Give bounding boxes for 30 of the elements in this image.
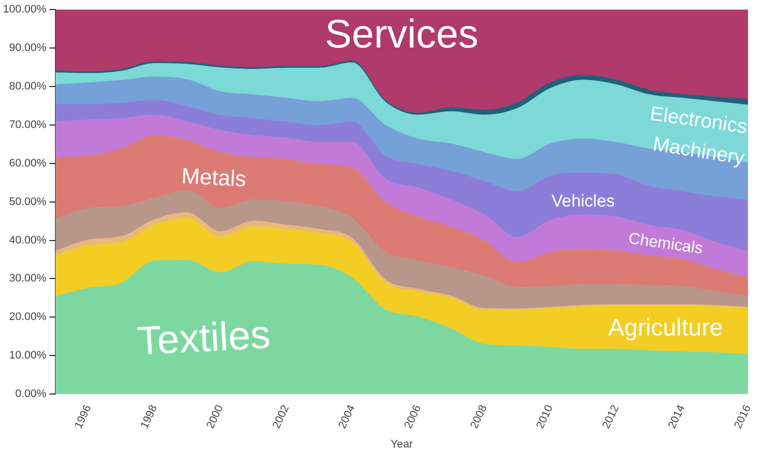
x-tick-label: 2016	[732, 403, 754, 431]
series-label: Chemicals	[627, 230, 704, 258]
series-label: Textiles	[136, 312, 272, 364]
y-tick-label: 30.00%	[9, 272, 47, 285]
y-tick-label: 60.00%	[9, 157, 47, 170]
x-tick-label: 2014	[666, 403, 688, 431]
y-tick-label: 40.00%	[9, 234, 47, 246]
x-axis-title: Year	[390, 438, 414, 450]
x-tick-label: 2002	[270, 403, 292, 431]
series-label: Services	[325, 12, 478, 57]
y-tick-label: 100.00%	[2, 4, 47, 16]
y-tick-label: 70.00%	[9, 118, 47, 131]
series-label: Vehicles	[551, 192, 615, 211]
x-tick-label: 1996	[72, 403, 94, 431]
x-tick-label: 2006	[402, 403, 424, 431]
y-tick-label: 10.00%	[9, 350, 47, 362]
text: Machinery	[651, 133, 746, 170]
series-label: Agriculture	[608, 314, 723, 342]
x-tick-label: 2010	[534, 403, 556, 431]
x-tick-label: 2004	[336, 403, 358, 431]
x-tick-label: 2000	[204, 403, 226, 431]
x-tick-label: 1998	[138, 403, 160, 431]
y-tick-label: 50.00%	[9, 196, 47, 208]
y-tick-label: 0.00%	[15, 388, 47, 400]
y-tick-label: 20.00%	[9, 311, 47, 324]
series-label: Metals	[180, 163, 247, 192]
y-tick-label: 80.00%	[9, 80, 47, 93]
y-tick-label: 90.00%	[9, 42, 47, 54]
x-tick-label: 2012	[600, 403, 622, 431]
x-tick-label: 2008	[468, 403, 490, 431]
